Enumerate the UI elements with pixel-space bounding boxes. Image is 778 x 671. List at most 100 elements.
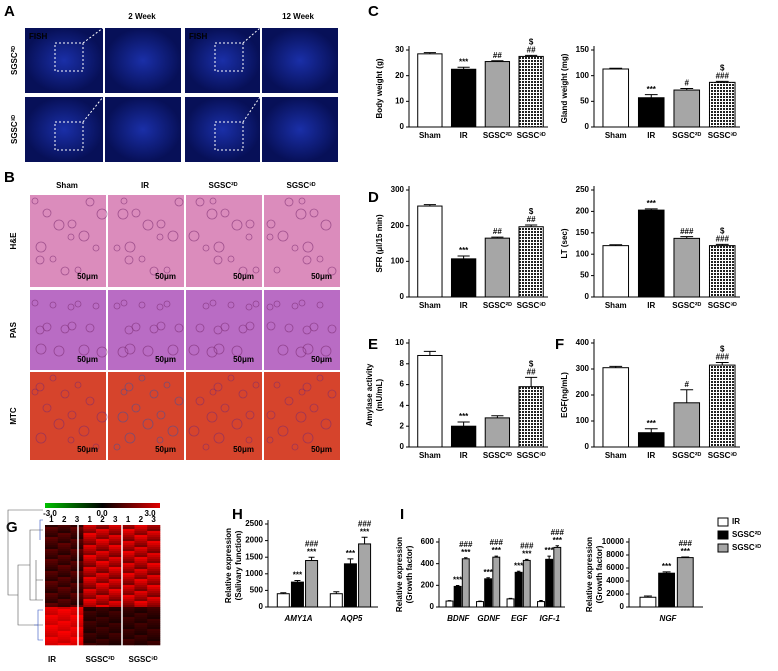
heatmap-cell [147, 639, 161, 642]
heatmap-cell [108, 557, 122, 560]
cell-texture [284, 323, 294, 333]
significance: ### [679, 539, 693, 548]
cell-texture [92, 244, 100, 252]
heatmap-cell [70, 609, 84, 612]
heatmap-cell [70, 549, 84, 552]
significance: *** [459, 57, 469, 66]
heatmap-cell [57, 619, 71, 622]
heatmap-cell [83, 553, 97, 556]
heatmap-cell [121, 631, 135, 634]
heatmap-cell [96, 603, 110, 606]
heatmap-cell [121, 525, 135, 528]
heatmap-cell [134, 607, 148, 610]
cell-texture [35, 382, 45, 392]
cell-texture [113, 443, 121, 451]
heatmap-cell [83, 589, 97, 592]
cell-texture [188, 425, 200, 437]
heatmap-cell [121, 603, 135, 606]
heatmap-cell [83, 525, 97, 528]
zoom-box [54, 42, 84, 72]
heatmap-cell [83, 603, 97, 606]
panel-letter: G [6, 519, 18, 536]
error-bar [609, 67, 623, 69]
heatmap-cell [57, 557, 71, 560]
cell-texture [167, 230, 179, 242]
heatmap-cell [134, 577, 148, 580]
significance: *** [681, 547, 691, 556]
heatmap-cell [83, 557, 97, 560]
heatmap-cell [96, 627, 110, 630]
heatmap-cell [70, 577, 84, 580]
cell-texture [266, 321, 276, 331]
error-bar [525, 54, 538, 57]
heatmap-cell [96, 529, 110, 532]
heatmap-cell [96, 541, 110, 544]
heatmap-cell [96, 567, 110, 570]
cell-texture [31, 388, 39, 396]
heatmap-cell [70, 627, 84, 630]
cell-texture [49, 255, 57, 263]
heatmap-cell [45, 585, 59, 588]
heatmap-cell [147, 597, 161, 600]
heatmap-cell [134, 553, 148, 556]
cell-texture [117, 346, 129, 358]
error-bar [280, 592, 287, 594]
bar [476, 601, 484, 608]
heatmap-cell [57, 609, 71, 612]
heatmap-cell [147, 637, 161, 640]
heatmap-cell [134, 599, 148, 602]
heatmap-cell [70, 611, 84, 614]
scale-bar-label: 50μm [77, 272, 98, 281]
significance: ## [493, 51, 502, 60]
heatmap-cell [57, 529, 71, 532]
heatmap-cell [57, 617, 71, 620]
histology-image [186, 372, 262, 460]
error-bar [494, 555, 499, 558]
heatmap-cell [83, 531, 97, 534]
heatmap-cell [147, 641, 161, 644]
bar [450, 258, 477, 298]
bar [673, 402, 701, 448]
heatmap-cell [57, 575, 71, 578]
bar [537, 601, 545, 608]
significance: ## [527, 215, 536, 224]
scale-bar-label: 50μm [233, 445, 254, 454]
heatmap-cell [45, 637, 59, 640]
scale-bar-label: 50μm [155, 355, 176, 364]
heatmap-cell [83, 543, 97, 546]
heatmap-cell [83, 567, 97, 570]
y-axis-label: Gland weight (mg) [560, 53, 569, 123]
heatmap-cell [57, 539, 71, 542]
heatmap-cell [147, 631, 161, 634]
heatmap-cell [70, 563, 84, 566]
heatmap-cell [45, 619, 59, 622]
x-tick-label: SGSC³ᴰ [708, 131, 737, 140]
heatmap-cell [121, 565, 135, 568]
heatmap-cell [45, 577, 59, 580]
cell-texture [78, 344, 90, 356]
heatmap-cell [70, 561, 84, 564]
cell-texture [231, 219, 243, 231]
heatmap-cell [57, 623, 71, 626]
cell-texture [188, 344, 200, 356]
bar [602, 367, 630, 448]
heatmap-cell [57, 627, 71, 630]
group-label: SGSC²ᴰ [86, 655, 115, 664]
y-tick-label: 150 [576, 228, 590, 237]
significance: ### [520, 541, 534, 550]
heatmap-cell [147, 535, 161, 538]
heatmap-cell [134, 525, 148, 528]
heatmap-cell [134, 609, 148, 612]
cell-texture [60, 389, 70, 399]
y-tick-label: 10 [395, 96, 404, 105]
fish-image [105, 28, 181, 93]
cell-texture [156, 219, 166, 229]
heatmap-cell [108, 533, 122, 536]
heatmap-cell [45, 633, 59, 636]
fish-image [262, 97, 338, 162]
heatmap-cell [147, 559, 161, 562]
heatmap-cell [121, 601, 135, 604]
cell-texture [124, 255, 134, 265]
cell-texture [245, 233, 253, 241]
heatmap-cell [121, 539, 135, 542]
